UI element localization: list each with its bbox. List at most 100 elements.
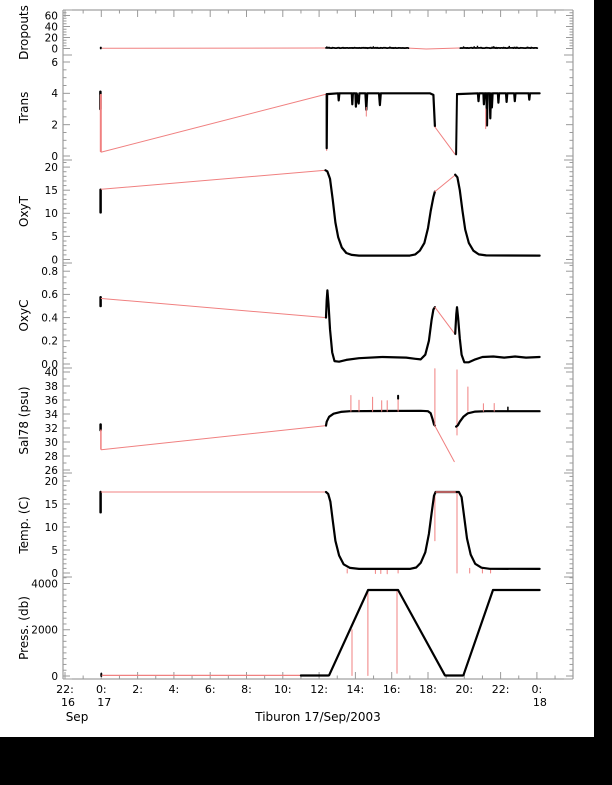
scatter-dot [523, 47, 525, 49]
x-tick-label: 22: [56, 683, 74, 696]
gap-trace [100, 425, 327, 451]
scatter-dot [399, 47, 402, 49]
x-tick-label: 2: [132, 683, 143, 696]
scatter-dot [492, 47, 494, 49]
scatter-dot [369, 46, 371, 49]
scatter-dot [467, 47, 470, 49]
scatter-dot [498, 47, 501, 49]
scatter-dot [522, 47, 524, 49]
scatter-dot [364, 46, 366, 49]
scatter-dot [366, 47, 369, 50]
scatter-dot [482, 47, 484, 49]
svg-text:5: 5 [51, 545, 58, 557]
gap-trace [434, 425, 455, 463]
x-axis-labels: 22:160:172: 4: 6: 8: 10: 12: 14: 16: 18: 20: 22: 0:… [56, 683, 547, 709]
y-tick-labels: 0 5 10 15 20 [45, 162, 58, 266]
svg-text:28: 28 [45, 451, 58, 463]
scatter-dot [475, 47, 477, 49]
panel-ylabel-press: Press. (db) [17, 596, 31, 660]
scatter-dot [326, 46, 328, 48]
scatter-dot [332, 47, 335, 49]
scatter-dot [519, 47, 521, 49]
scatter-dot [365, 47, 367, 49]
scatter-dot [387, 47, 389, 49]
svg-text:0.4: 0.4 [41, 312, 58, 324]
data-trace [324, 169, 436, 257]
scatter-dot [529, 47, 532, 49]
y-axis-ticks [63, 576, 573, 680]
scatter-dot [335, 47, 338, 49]
svg-text:4: 4 [51, 88, 58, 100]
svg-text:0.6: 0.6 [41, 289, 58, 301]
scatter-dot [337, 46, 339, 49]
scatter-dot [346, 47, 348, 49]
figure-title: Tiburon 17/Sep/2003 [254, 710, 380, 724]
scatter-dot [352, 47, 354, 49]
scatter-dot [402, 47, 405, 49]
scatter-dot [361, 46, 363, 49]
scatter-dot [372, 46, 375, 48]
svg-text:2: 2 [51, 119, 58, 131]
scatter-dot [484, 47, 486, 49]
scatter-dot [393, 47, 395, 50]
scatter-dot [529, 47, 531, 49]
scatter-dot [524, 47, 527, 49]
scatter-dot [398, 47, 401, 49]
scatter-dot [380, 47, 383, 49]
svg-text:0: 0 [51, 568, 58, 580]
gap-trace [434, 174, 456, 193]
scatter-dot [477, 47, 479, 49]
gap-trace [434, 126, 456, 155]
scatter-dot [374, 47, 376, 49]
scatter-dot [517, 47, 519, 49]
scatter-dot [334, 47, 336, 49]
gap-trace [100, 93, 327, 153]
scatter-dot [397, 47, 399, 49]
svg-text:6: 6 [51, 57, 58, 69]
scatter-dot [514, 46, 516, 49]
scatter-dot [493, 47, 496, 49]
x-tick-label: 8: [241, 683, 252, 696]
scatter-dot [489, 47, 492, 50]
scatter-dot [353, 47, 355, 49]
scatter-dot [339, 47, 341, 50]
scatter-dot [377, 47, 379, 49]
panel-oxyt: 0 5 10 15 20 OxyT [17, 159, 573, 266]
scatter-dot [483, 47, 485, 50]
x-tick-label: 22: [492, 683, 510, 696]
svg-text:0.8: 0.8 [41, 266, 58, 278]
scatter-dot [331, 47, 333, 49]
scatter-dot [508, 45, 511, 48]
scatter-dot [511, 47, 513, 49]
scatter-dot [469, 47, 471, 49]
scatter-dot [371, 47, 373, 49]
scatter-dot [515, 46, 518, 49]
y-tick-labels: 0 2 4 6 [51, 57, 58, 163]
svg-text:0.0: 0.0 [41, 359, 58, 371]
scatter-dot [506, 47, 508, 49]
svg-text:38: 38 [45, 381, 58, 393]
scatter-dot [344, 47, 347, 49]
scatter-dot [360, 47, 362, 49]
scatter-dot [479, 47, 481, 49]
svg-text:30: 30 [45, 437, 58, 449]
svg-text:34: 34 [45, 409, 59, 421]
svg-text:10: 10 [45, 208, 58, 220]
x-tick-label: 0: [96, 683, 107, 696]
scatter-dot [392, 46, 394, 49]
x-axis-ticks [64, 10, 556, 679]
scatter-dot [391, 47, 393, 49]
scatter-dot [378, 47, 380, 49]
scatter-dot [526, 46, 528, 49]
scatter-dot [401, 47, 403, 49]
scatter-dot [406, 47, 408, 49]
x-tick-label: 10: [274, 683, 292, 696]
scatter-dot [335, 47, 337, 49]
x-tick-label: 16: [383, 683, 401, 696]
svg-text:0: 0 [51, 151, 58, 163]
scatter-dot [402, 47, 404, 49]
scatter-dot [459, 47, 462, 49]
x-tick-label: 18: [419, 683, 437, 696]
scatter-dot [355, 47, 357, 49]
scatter-dot [506, 47, 509, 49]
